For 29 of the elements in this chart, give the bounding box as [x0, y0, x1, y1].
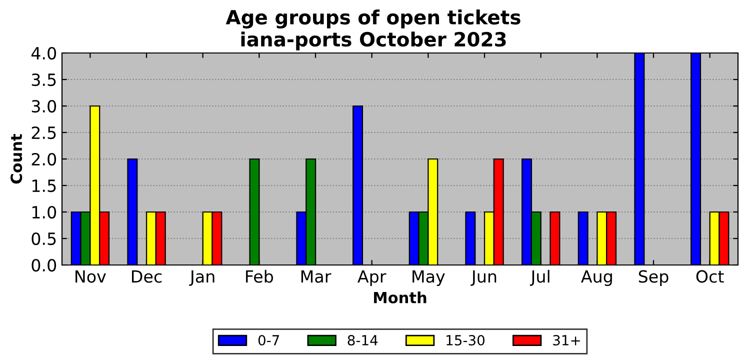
x-tick-label: Jul — [530, 270, 550, 286]
x-tick-label: Aug — [581, 270, 612, 286]
y-axis-title: Count — [10, 134, 22, 184]
legend-label: 8-14 — [348, 334, 378, 346]
y-tick-label: 1.0 — [32, 206, 56, 219]
legend-label: 0-7 — [258, 334, 280, 346]
x-tick-label: Feb — [246, 270, 274, 283]
legend-label: 15-30 — [446, 334, 484, 346]
x-tick-label: Dec — [132, 270, 162, 283]
y-tick-label: 0.0 — [32, 258, 56, 272]
chart-subtitle: iana-ports October 2023 — [241, 32, 506, 50]
y-tick-label: 4.0 — [31, 46, 56, 60]
chart-title: Age groups of open tickets — [226, 10, 520, 28]
x-tick-label: Mar — [301, 270, 332, 283]
y-tick-label: 2.0 — [32, 152, 56, 166]
x-tick-label: May — [412, 270, 445, 286]
y-tick-label: 3.0 — [32, 100, 56, 113]
x-tick-label: Jun — [470, 270, 496, 286]
y-tick-label: 2.5 — [32, 126, 56, 140]
legend-label: 31+ — [553, 334, 580, 346]
x-tick-label: Sep — [638, 270, 668, 286]
y-tick-label: 1.5 — [32, 180, 56, 192]
x-tick-label: Nov — [76, 270, 106, 283]
x-tick-label: Oct — [696, 270, 724, 283]
y-tick-label: 0.5 — [32, 232, 56, 246]
x-tick-label: Apr — [358, 270, 386, 286]
x-axis-title: Month — [374, 292, 426, 304]
x-tick-label: Jan — [189, 270, 214, 286]
y-tick-label: 3.5 — [32, 73, 56, 86]
